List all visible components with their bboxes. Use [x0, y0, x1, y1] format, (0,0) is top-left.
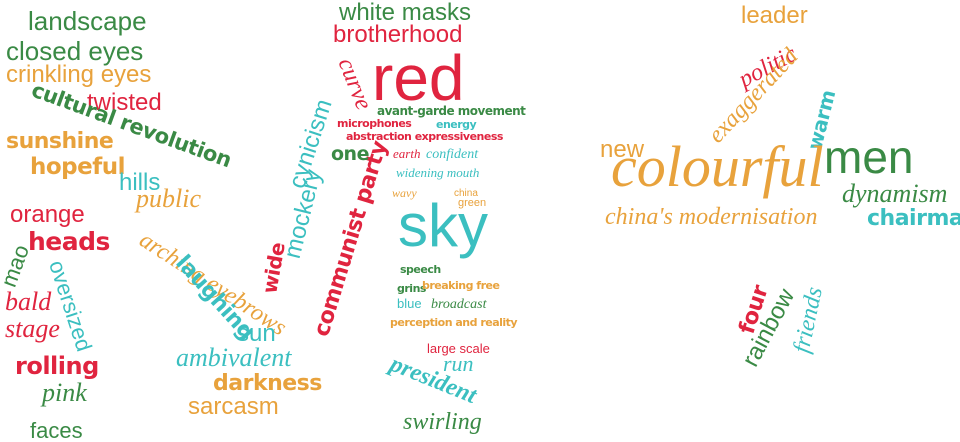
word-energy: energy [436, 118, 477, 131]
word-avant-garde-movement: avant-garde movement [377, 104, 526, 118]
word-landscape: landscape [28, 6, 147, 36]
word-white-masks: white masks [339, 0, 472, 26]
word-sun: sun [237, 320, 276, 347]
word-swirling: swirling [403, 409, 482, 435]
word-leader: leader [741, 2, 808, 29]
word-abstraction-expressiveness: abstraction expressiveness [346, 130, 503, 143]
word-large-scale: large scale [427, 341, 490, 356]
word-colourful: colourful [611, 134, 824, 199]
word-blue: blue [397, 296, 422, 311]
word-mao: mao [0, 241, 34, 291]
word-closed-eyes: closed eyes [6, 36, 144, 66]
word-brotherhood: brotherhood [333, 21, 463, 48]
word-speech: speech [400, 263, 441, 276]
word-microphones: microphones [337, 117, 412, 130]
word-hills: hills [119, 169, 161, 196]
word-one: one [331, 143, 369, 165]
word-confident: confident [426, 147, 479, 162]
word-perception-and-reality: perception and reality [390, 316, 518, 329]
word-grins: grins [397, 282, 426, 295]
word-rolling: rolling [15, 352, 99, 380]
word-crinkling-eyes: crinkling eyes [6, 61, 152, 88]
word-run: run [443, 351, 474, 376]
word-new: new [600, 136, 645, 163]
word-chairman: chairman [867, 206, 960, 231]
word-bald: bald [5, 287, 52, 316]
word-broadcast: broadcast [431, 297, 487, 312]
word-public: public [136, 184, 201, 213]
word-wavy: wavy [392, 186, 417, 200]
word-widening-mouth: widening mouth [396, 165, 480, 180]
word-heads: heads [28, 227, 110, 256]
word-pink: pink [42, 378, 87, 407]
word-wide: wide [257, 240, 290, 296]
word-men: men [824, 131, 914, 183]
word-dynamism: dynamism [842, 179, 948, 208]
word-chinas-modernisation: china's modernisation [605, 204, 818, 230]
word-ambivalent: ambivalent [176, 343, 292, 372]
word-faces: faces [30, 418, 83, 442]
word-twisted: twisted [87, 89, 162, 116]
word-curve: curve [332, 54, 377, 114]
word-hopeful: hopeful [30, 154, 126, 180]
word-stage: stage [5, 314, 60, 343]
word-darkness: darkness [213, 371, 322, 396]
word-breaking-free: breaking free [422, 279, 500, 292]
word-orange: orange [10, 201, 85, 228]
word-sarcasm: sarcasm [188, 393, 279, 420]
word-green: green [458, 197, 487, 209]
word-earth: earth [393, 146, 421, 161]
word-china: china [454, 188, 478, 199]
word-red: red [372, 42, 465, 114]
word-communist-party: communist party [309, 138, 393, 340]
word-sunshine: sunshine [6, 129, 114, 154]
word-sky: sky [398, 192, 488, 259]
